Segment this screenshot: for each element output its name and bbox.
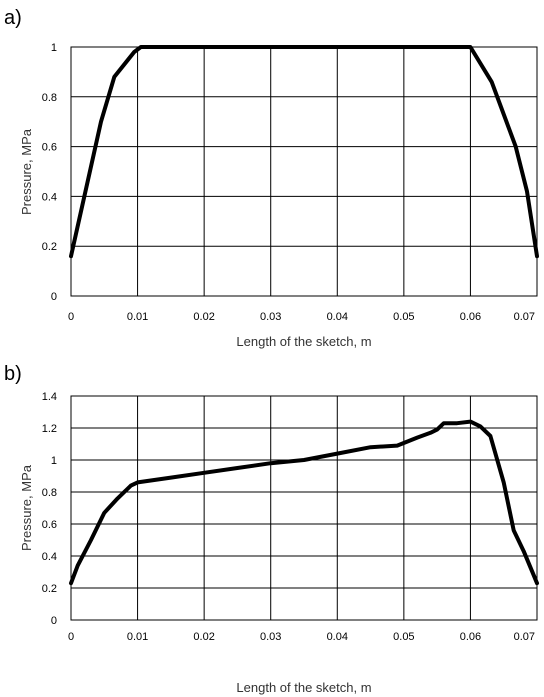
chart-a-xlabel: Length of the sketch, m (236, 334, 371, 349)
chart-b-xtick-labels: 0 0.01 0.02 0.03 0.04 0.05 0.06 0.07 (68, 631, 535, 643)
chart-a-ytick-label: 0.6 (42, 142, 57, 154)
chart-a-ytick-label: 0 (51, 291, 57, 303)
chart-b-ytick-label: 1.4 (42, 391, 57, 403)
panel-label-a: a) (4, 7, 22, 29)
chart-b-ytick-labels: 0 0.2 0.4 0.6 0.8 1 1.2 1.4 (42, 391, 57, 627)
chart-a-xtick-label: 0.05 (393, 311, 414, 323)
chart-a-xtick-label: 0.02 (193, 311, 214, 323)
chart-a-ytick-label: 0.8 (42, 92, 57, 104)
chart-a-ytick-label: 0.4 (42, 191, 57, 203)
chart-b-xtick-label: 0.02 (193, 631, 214, 643)
chart-a-xtick-label: 0.07 (514, 311, 535, 323)
chart-b-xtick-label: 0.03 (260, 631, 281, 643)
chart-b-ytick-label: 0.4 (42, 551, 57, 563)
chart-b-ytick-label: 0 (51, 615, 57, 627)
chart-b-ytick-label: 1.2 (42, 423, 57, 435)
chart-b-grid (70, 395, 538, 621)
chart-b-plot-area (70, 395, 538, 621)
chart-a-ytick-label: 0.2 (42, 241, 57, 253)
chart-a-ylabel: Pressure, MPa (19, 128, 34, 215)
chart-b-xtick-label: 0.05 (393, 631, 414, 643)
chart-a-xtick-label: 0.01 (127, 311, 148, 323)
chart-b-ytick-label: 0.6 (42, 519, 57, 531)
chart-b-ytick-label: 0.2 (42, 583, 57, 595)
chart-b: b) 0 0.2 0.4 0.6 0.8 1 1.2 1.4 0 0.01 0.02 0.03 0.0… (4, 363, 539, 695)
chart-b-ytick-label: 0.8 (42, 487, 57, 499)
chart-b-xtick-label: 0 (68, 631, 74, 643)
chart-a-xtick-label: 0.03 (260, 311, 281, 323)
chart-b-series-line (69, 419, 539, 586)
chart-a-plot-area (70, 46, 538, 297)
chart-a-grid (70, 46, 538, 297)
chart-b-xtick-label: 0.04 (327, 631, 348, 643)
chart-b-ytick-label: 1 (51, 455, 57, 467)
chart-b-xtick-label: 0.07 (514, 631, 535, 643)
panel-label-b: b) (4, 363, 22, 385)
chart-b-xlabel: Length of the sketch, m (236, 680, 371, 695)
chart-a-series-line (69, 45, 539, 259)
chart-a-ytick-labels: 0 0.2 0.4 0.6 0.8 1 (42, 42, 57, 303)
chart-a-xtick-label: 0.06 (460, 311, 481, 323)
chart-a-xtick-label: 0 (68, 311, 74, 323)
chart-a-xtick-labels: 0 0.01 0.02 0.03 0.04 0.05 0.06 0.07 (68, 311, 535, 323)
chart-a-xtick-label: 0.04 (327, 311, 348, 323)
chart-b-xtick-label: 0.01 (127, 631, 148, 643)
chart-b-xtick-label: 0.06 (460, 631, 481, 643)
chart-a: a) 00.20.40.60.81 0 0.01 0.02 0.03 0.04 0.05 0… (4, 7, 539, 349)
chart-a-ytick-label: 1 (51, 42, 57, 54)
chart-b-ylabel: Pressure, MPa (19, 464, 34, 551)
